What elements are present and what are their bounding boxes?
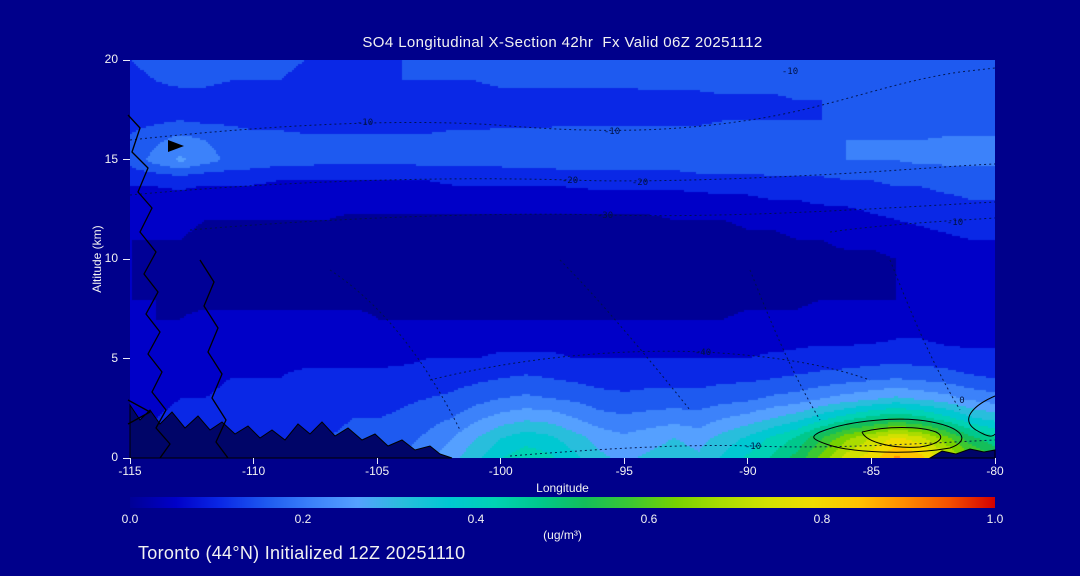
- colorbar: [130, 497, 995, 508]
- dashed-contour-line: [559, 259, 691, 411]
- surface-contour-outline: [861, 427, 942, 448]
- y-tick-mark: [123, 358, 130, 359]
- colorbar-tick-label: 0.0: [121, 512, 139, 526]
- dashed-contour-line: [429, 350, 871, 381]
- x-tick-label: -80: [986, 464, 1004, 478]
- surface-contour-outline: [968, 395, 996, 437]
- colorbar-tick-label: 0.6: [640, 512, 658, 526]
- x-axis-title: Longitude: [536, 481, 589, 495]
- contour-label: -30: [597, 211, 613, 221]
- dashed-contour-line: [329, 269, 461, 431]
- y-tick-label: 20: [104, 52, 118, 66]
- contour-label: -10: [745, 442, 761, 452]
- x-tick-label: -105: [365, 464, 390, 478]
- surface-contour-outline: [813, 418, 963, 453]
- x-tick-mark: [623, 458, 625, 464]
- contour-overlay: -10 -10 -10 -20 -20 -30 -10 -40 -10 0: [127, 67, 996, 459]
- colorbar-tick-label: 0.4: [467, 512, 485, 526]
- y-tick-label: 10: [104, 251, 118, 265]
- x-tick-label: -110: [241, 464, 266, 478]
- y-tick-label: 15: [104, 151, 118, 166]
- plot-area: -10 -10 -10 -20 -20 -30 -10 -40 -10 0: [127, 60, 996, 459]
- contour-label: -20: [632, 178, 648, 188]
- terrain-silhouette-right: [928, 448, 996, 459]
- solid-contour-line: [127, 114, 171, 459]
- dashed-contour-line: [189, 201, 996, 231]
- contour-label: -20: [562, 176, 578, 186]
- contour-label: -10: [357, 118, 373, 128]
- x-tick-mark: [994, 458, 996, 464]
- x-tick-mark: [500, 458, 502, 464]
- dashed-contour-line: [129, 67, 996, 141]
- colorbar-tick-label: 0.2: [294, 512, 312, 526]
- x-tick-mark: [376, 458, 378, 464]
- colorbar-units-label: (ug/m³): [543, 528, 582, 542]
- y-tick-label: 5: [111, 350, 118, 365]
- contour-label: -40: [695, 348, 711, 358]
- heatmap-canvas: [130, 60, 995, 458]
- x-tick-label: -100: [488, 464, 513, 478]
- contour-label: -10: [604, 127, 620, 137]
- colorbar-tick-label: 0.8: [813, 512, 831, 526]
- x-tick-label: -85: [862, 464, 881, 478]
- colorbar-tick-label: 1.0: [986, 512, 1004, 526]
- x-tick-label: -115: [118, 464, 142, 478]
- y-tick-mark: [123, 159, 130, 160]
- y-tick-mark: [123, 258, 130, 260]
- x-tick-label: -90: [739, 464, 757, 478]
- dashed-contour-line: [749, 269, 821, 421]
- contour-label: -10: [782, 67, 798, 77]
- init-info-text: Toronto (44°N) Initialized 12Z 20251110: [138, 543, 466, 563]
- dashed-contour-line: [829, 217, 996, 233]
- contour-label: 0: [959, 396, 964, 406]
- x-tick-label: -95: [615, 464, 633, 478]
- y-tick-mark: [123, 457, 130, 459]
- x-tick-mark: [747, 458, 749, 464]
- dashed-contour-line: [889, 259, 961, 411]
- x-tick-mark: [129, 458, 131, 464]
- x-tick-mark: [253, 458, 255, 464]
- solid-contour-line: [127, 399, 151, 425]
- y-tick-label: 0: [111, 450, 118, 464]
- wind-arrow-marker: [168, 140, 184, 152]
- x-tick-mark: [870, 458, 872, 464]
- contour-label: -10: [947, 218, 963, 228]
- solid-contour-line: [199, 259, 229, 459]
- chart-title: SO4 Longitudinal X-Section 42hr Fx Valid…: [362, 34, 763, 51]
- y-tick-mark: [123, 59, 130, 61]
- terrain-silhouette: [129, 403, 453, 459]
